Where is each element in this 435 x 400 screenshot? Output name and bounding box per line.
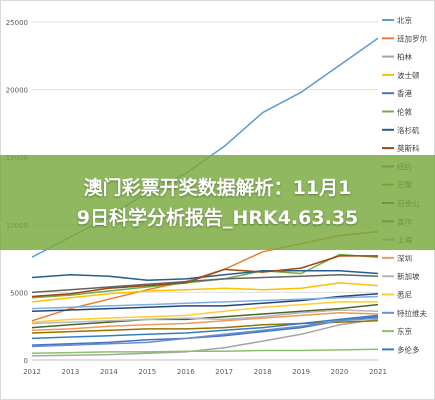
y-tick-label: 25000 — [6, 19, 28, 27]
series-line-莫斯科 — [31, 255, 378, 298]
y-tick-label: 20000 — [6, 87, 28, 95]
legend-label: 东京 — [397, 326, 412, 336]
legend-label: 多伦多 — [397, 344, 420, 354]
x-tick-label: 2019 — [292, 368, 310, 376]
series-line-深圳 — [31, 311, 379, 332]
series-line-多伦多 — [31, 314, 379, 340]
legend-label: 深圳 — [397, 253, 412, 263]
title-banner-overlay: 澳门彩票开奖数据解析：11月1 9日科学分析报告_HRK4.63.35 — [0, 155, 435, 250]
x-tick-label: 2020 — [331, 368, 349, 376]
series-line-柏林 — [31, 318, 379, 357]
x-axis-ticks: 2012 2013 2014 2015 2016 2017 2018 2019 2020 2021 — [23, 368, 387, 376]
legend-label: 洛杉矶 — [397, 125, 420, 135]
x-tick-label: 2012 — [23, 368, 41, 376]
x-tick-label: 2015 — [138, 368, 156, 376]
y-tick-label: 5000 — [10, 289, 28, 297]
legend-label: 莫斯科 — [397, 143, 420, 153]
x-tick-label: 2021 — [369, 368, 387, 376]
banner-line-2: 9日科学分析报告_HRK4.63.35 — [76, 206, 359, 229]
legend-label: 柏林 — [397, 52, 412, 62]
x-tick-label: 2014 — [100, 368, 118, 376]
legend-label: 班加罗尔 — [397, 33, 427, 43]
series-line-悉尼 — [31, 301, 378, 323]
x-tick-label: 2013 — [62, 368, 80, 376]
banner-line-1: 澳门彩票开奖数据解析：11月1 — [83, 176, 352, 199]
series-line-首尔 — [31, 303, 379, 329]
x-tick-label: 2018 — [254, 368, 272, 376]
series-line-新加坡 — [31, 309, 379, 325]
legend-label: 香港 — [397, 88, 412, 98]
series-line-上海 — [31, 295, 379, 310]
legend-label: 伦敦 — [397, 107, 412, 117]
legend-label: 波士顿 — [397, 70, 420, 80]
legend-label: 悉尼 — [397, 290, 412, 300]
series-line-特拉维夫 — [31, 317, 379, 348]
series-line-波士顿 — [31, 282, 379, 303]
x-tick-label: 2017 — [215, 368, 233, 376]
series-line-纽约 — [31, 274, 379, 294]
legend-label: 北京 — [397, 15, 412, 25]
x-tick-label: 2016 — [177, 368, 195, 376]
series-line-东京 — [31, 348, 379, 354]
y-tick-label: 0 — [24, 357, 28, 365]
legend-label: 特拉维夫 — [397, 308, 427, 318]
legend-label: 新加坡 — [397, 271, 420, 281]
